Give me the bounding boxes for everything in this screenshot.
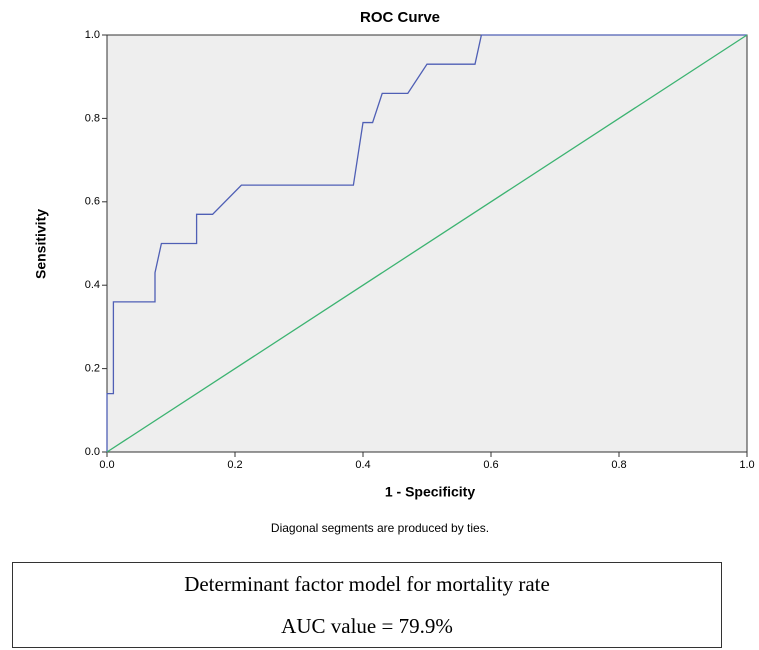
- y-tick-label: 0.6: [85, 196, 100, 208]
- y-tick-label: 0.4: [85, 279, 100, 291]
- x-tick-label: 0.0: [99, 459, 114, 471]
- x-tick-label: 0.8: [611, 459, 626, 471]
- y-tick-label: 1.0: [85, 29, 100, 41]
- x-tick-label: 0.4: [355, 459, 370, 471]
- chart-title: ROC Curve: [360, 9, 440, 26]
- y-tick-label: 0.0: [85, 446, 100, 458]
- result-box: Determinant factor model for mortality r…: [12, 562, 722, 648]
- x-tick-label: 0.2: [227, 459, 242, 471]
- roc-line: [106, 34, 748, 453]
- x-tick-label: 1.0: [739, 459, 754, 471]
- y-tick-label: 0.8: [85, 112, 100, 124]
- y-tick-label: 0.2: [85, 363, 100, 375]
- y-axis-label: Sensitivity: [33, 209, 49, 279]
- x-tick-label: 0.6: [483, 459, 498, 471]
- roc-line: [106, 34, 747, 452]
- x-axis-label: 1 - Specificity: [385, 484, 475, 500]
- box-text: AUC value = 79.9%: [281, 614, 453, 638]
- note: Diagonal segments are produced by ties.: [271, 521, 489, 535]
- chart: ROC Curve 1 - Specificity Sensitivity Di…: [33, 9, 755, 535]
- box-title: Determinant factor model for mortality r…: [184, 572, 550, 596]
